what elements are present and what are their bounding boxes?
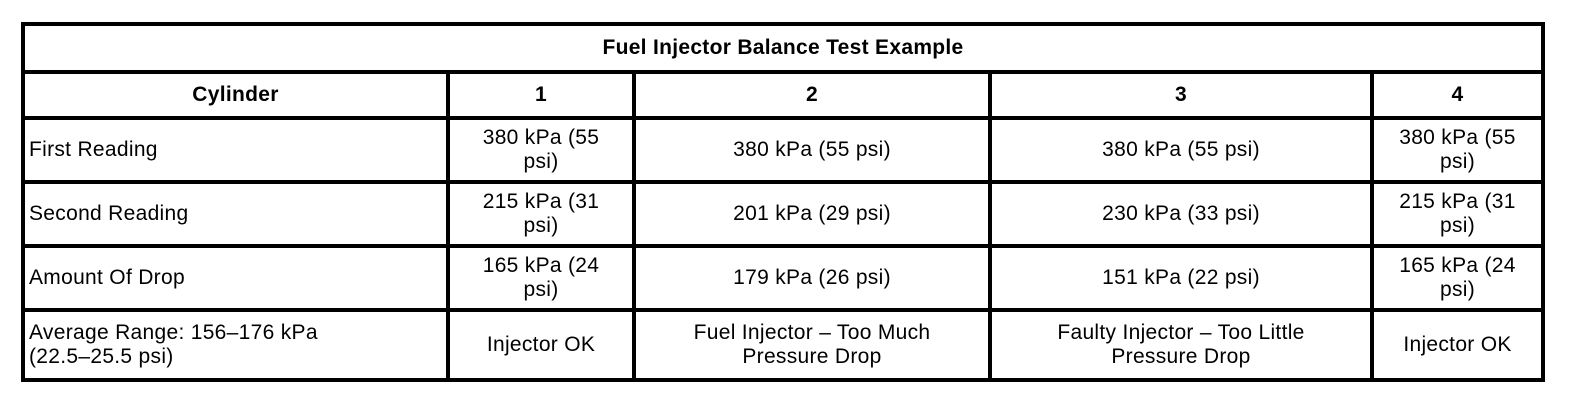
table-row-first-reading: First Reading 380 kPa (55 psi) 380 kPa (…	[21, 116, 1545, 184]
data-cell-first-reading-cyl3: 380 kPa (55 psi)	[988, 116, 1374, 184]
data-cell-result-cyl1: Injector OK	[446, 308, 636, 382]
data-cell-first-reading-cyl1: 380 kPa (55 psi)	[446, 116, 636, 184]
data-cell-second-reading-cyl4: 215 kPa (31 psi)	[1370, 180, 1545, 248]
title-row: Fuel Injector Balance Test Example	[21, 22, 1545, 74]
row-label-first-reading: First Reading	[21, 116, 450, 184]
table-title: Fuel Injector Balance Test Example	[21, 22, 1545, 74]
data-cell-second-reading-cyl2: 201 kPa (29 psi)	[632, 180, 992, 248]
table-row-amount-of-drop: Amount Of Drop 165 kPa (24 psi) 179 kPa …	[21, 244, 1545, 312]
data-cell-drop-cyl4: 165 kPa (24 psi)	[1370, 244, 1545, 312]
table-row-average-range: Average Range: 156–176 kPa (22.5–25.5 ps…	[21, 308, 1545, 382]
column-header-2: 2	[632, 70, 992, 120]
column-header-4: 4	[1370, 70, 1545, 120]
data-cell-result-cyl2: Fuel Injector – Too Much Pressure Drop	[632, 308, 992, 382]
data-cell-drop-cyl2: 179 kPa (26 psi)	[632, 244, 992, 312]
row-label-average-range: Average Range: 156–176 kPa (22.5–25.5 ps…	[21, 308, 450, 382]
data-cell-second-reading-cyl1: 215 kPa (31 psi)	[446, 180, 636, 248]
column-header-cylinder: Cylinder	[21, 70, 450, 120]
data-cell-result-cyl4: Injector OK	[1370, 308, 1545, 382]
column-header-1: 1	[446, 70, 636, 120]
fuel-injector-balance-table: Fuel Injector Balance Test Example Cylin…	[21, 22, 1545, 382]
data-cell-drop-cyl1: 165 kPa (24 psi)	[446, 244, 636, 312]
row-label-amount-of-drop: Amount Of Drop	[21, 244, 450, 312]
table-container: Fuel Injector Balance Test Example Cylin…	[21, 22, 1545, 382]
table-row-second-reading: Second Reading 215 kPa (31 psi) 201 kPa …	[21, 180, 1545, 248]
data-cell-drop-cyl3: 151 kPa (22 psi)	[988, 244, 1374, 312]
data-cell-result-cyl3: Faulty Injector – Too Little Pressure Dr…	[988, 308, 1374, 382]
column-header-3: 3	[988, 70, 1374, 120]
header-row: Cylinder 1 2 3 4	[21, 70, 1545, 120]
data-cell-second-reading-cyl3: 230 kPa (33 psi)	[988, 180, 1374, 248]
data-cell-first-reading-cyl2: 380 kPa (55 psi)	[632, 116, 992, 184]
row-label-second-reading: Second Reading	[21, 180, 450, 248]
data-cell-first-reading-cyl4: 380 kPa (55 psi)	[1370, 116, 1545, 184]
